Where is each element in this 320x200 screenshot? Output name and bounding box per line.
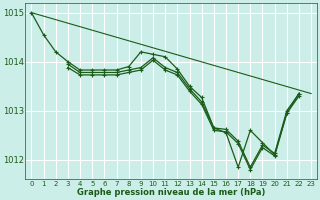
- X-axis label: Graphe pression niveau de la mer (hPa): Graphe pression niveau de la mer (hPa): [77, 188, 266, 197]
